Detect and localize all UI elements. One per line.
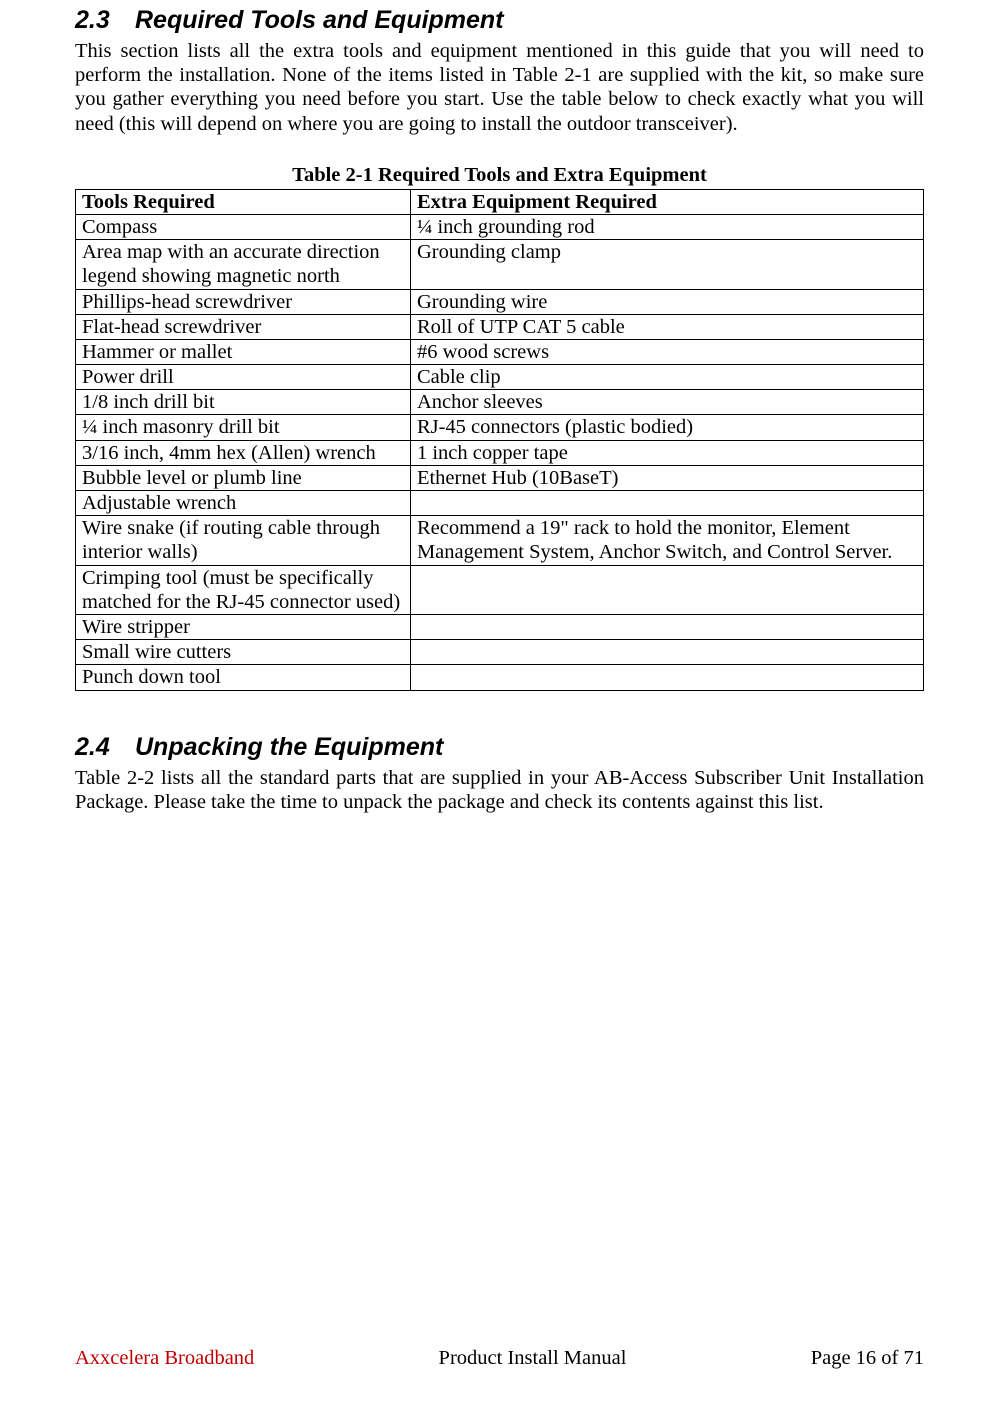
table-cell: Punch down tool [76,665,411,690]
table-cell: RJ-45 connectors (plastic bodied) [410,415,923,440]
table-cell [410,665,923,690]
table-row: 3/16 inch, 4mm hex (Allen) wrench1 inch … [76,440,924,465]
table-2-1-caption: Table 2-1 Required Tools and Extra Equip… [75,164,924,187]
table-cell: Cable clip [410,365,923,390]
table-cell [410,491,923,516]
table-row: Compass¼ inch grounding rod [76,214,924,239]
table-row: Punch down tool [76,665,924,690]
table-cell: Hammer or mallet [76,339,411,364]
table-cell: ¼ inch grounding rod [410,214,923,239]
table-row: Wire stripper [76,614,924,639]
section-2-3-number: 2.3 [75,6,135,35]
table-cell: 3/16 inch, 4mm hex (Allen) wrench [76,440,411,465]
table-cell: Power drill [76,365,411,390]
table-cell: #6 wood screws [410,339,923,364]
table-cell: Ethernet Hub (10BaseT) [410,465,923,490]
section-2-4-number: 2.4 [75,733,135,762]
table-cell: Grounding clamp [410,240,923,289]
table-row: 1/8 inch drill bitAnchor sleeves [76,390,924,415]
table-row: Flat-head screwdriverRoll of UTP CAT 5 c… [76,314,924,339]
table-row: Phillips-head screwdriverGrounding wire [76,289,924,314]
table-cell: Crimping tool (must be specifically matc… [76,565,411,614]
table-cell: Bubble level or plumb line [76,465,411,490]
table-cell: Flat-head screwdriver [76,314,411,339]
footer-center: Product Install Manual [439,1347,627,1370]
table-cell [410,640,923,665]
table-cell: 1 inch copper tape [410,440,923,465]
table-row: Small wire cutters [76,640,924,665]
table-cell: Compass [76,214,411,239]
table-cell: Phillips-head screwdriver [76,289,411,314]
table-cell: ¼ inch masonry drill bit [76,415,411,440]
table-cell [410,565,923,614]
table-cell: Anchor sleeves [410,390,923,415]
table-row: Area map with an accurate direction lege… [76,240,924,289]
section-2-4-title: Unpacking the Equipment [135,733,443,761]
section-2-3-title: Required Tools and Equipment [135,6,504,34]
table-cell: 1/8 inch drill bit [76,390,411,415]
table-cell: Wire stripper [76,614,411,639]
table-cell: Roll of UTP CAT 5 cable [410,314,923,339]
table-row: ¼ inch masonry drill bitRJ-45 connectors… [76,415,924,440]
footer-page: Page 16 of 71 [811,1347,924,1370]
table-header-row: Tools Required Extra Equipment Required [76,189,924,214]
table-header-tools: Tools Required [76,189,411,214]
table-cell: Grounding wire [410,289,923,314]
table-cell: Wire snake (if routing cable through int… [76,516,411,565]
section-2-4-heading: 2.4Unpacking the Equipment [75,727,924,762]
table-header-equipment: Extra Equipment Required [410,189,923,214]
section-2-3-heading: 2.3Required Tools and Equipment [75,0,924,35]
table-cell: Small wire cutters [76,640,411,665]
table-cell: Recommend a 19" rack to hold the monitor… [410,516,923,565]
page: 2.3Required Tools and Equipment This sec… [0,0,999,1418]
table-cell: Area map with an accurate direction lege… [76,240,411,289]
footer-brand: Axxcelera Broadband [75,1347,254,1370]
page-footer: Axxcelera Broadband Product Install Manu… [75,1347,924,1370]
section-2-3-paragraph: This section lists all the extra tools a… [75,39,924,136]
table-row: Power drillCable clip [76,365,924,390]
table-row: Bubble level or plumb lineEthernet Hub (… [76,465,924,490]
table-2-1: Tools Required Extra Equipment Required … [75,189,924,691]
table-row: Hammer or mallet#6 wood screws [76,339,924,364]
section-2-4-paragraph: Table 2-2 lists all the standard parts t… [75,766,924,814]
table-row: Wire snake (if routing cable through int… [76,516,924,565]
table-cell [410,614,923,639]
table-row: Adjustable wrench [76,491,924,516]
table-row: Crimping tool (must be specifically matc… [76,565,924,614]
table-cell: Adjustable wrench [76,491,411,516]
